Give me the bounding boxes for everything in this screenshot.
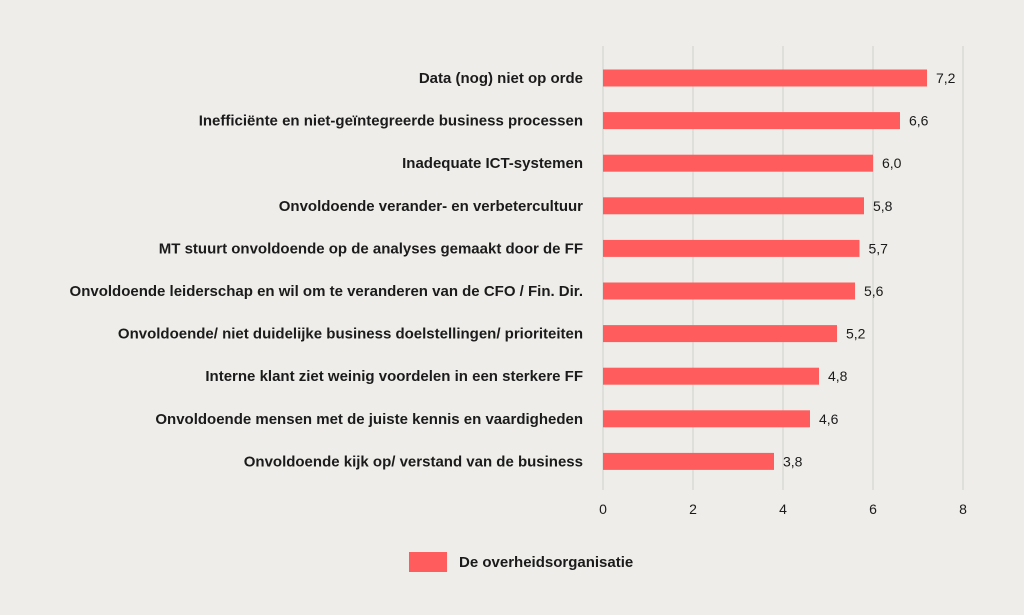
legend-swatch [409,552,447,572]
category-label: Onvoldoende/ niet duidelijke business do… [118,326,583,343]
bar [603,410,810,428]
value-label: 5,2 [846,326,866,342]
x-axis-ticks: 0 2 4 6 8 [599,501,967,517]
legend-label: De overheidsorganisatie [459,553,634,571]
bar [603,325,837,343]
value-label: 7,2 [936,70,956,86]
x-tick-label: 6 [869,501,877,517]
bar [603,367,819,385]
category-label: Data (nog) niet op orde [419,70,583,87]
category-label: Onvoldoende mensen met de juiste kennis … [155,411,583,428]
x-tick-label: 2 [689,501,697,517]
bar [603,112,900,130]
category-label: Inefficiënte en niet-geïntegreerde busin… [199,113,583,130]
value-label: 6,0 [882,155,902,171]
value-label: 3,8 [783,453,803,469]
value-label: 5,8 [873,198,893,214]
category-label: Onvoldoende leiderschap en wil om te ver… [70,283,583,300]
legend: De overheidsorganisatie [409,552,633,572]
value-labels: 7,2 6,6 6,0 5,8 5,7 5,6 5,2 4,8 4,6 3,8 [783,70,956,469]
value-label: 5,7 [869,240,889,256]
bar [603,239,860,257]
category-label: Interne klant ziet weinig voordelen in e… [205,368,583,385]
category-label: Inadequate ICT-systemen [402,155,583,172]
bar [603,452,774,470]
bar [603,197,864,215]
x-tick-label: 8 [959,501,967,517]
category-label: Onvoldoende verander- en verbetercultuur [279,198,583,215]
bars [603,69,927,470]
value-label: 5,6 [864,283,884,299]
value-label: 4,8 [828,368,848,384]
category-label: Onvoldoende kijk op/ verstand van de bus… [244,453,583,470]
x-tick-label: 0 [599,501,607,517]
bar [603,69,927,87]
category-labels: Data (nog) niet op orde Inefficiënte en n… [70,70,584,470]
bar [603,154,873,172]
value-label: 6,6 [909,113,929,129]
x-tick-label: 4 [779,501,787,517]
value-label: 4,6 [819,411,839,427]
bar [603,282,855,300]
category-label: MT stuurt onvoldoende op de analyses gem… [159,240,583,257]
